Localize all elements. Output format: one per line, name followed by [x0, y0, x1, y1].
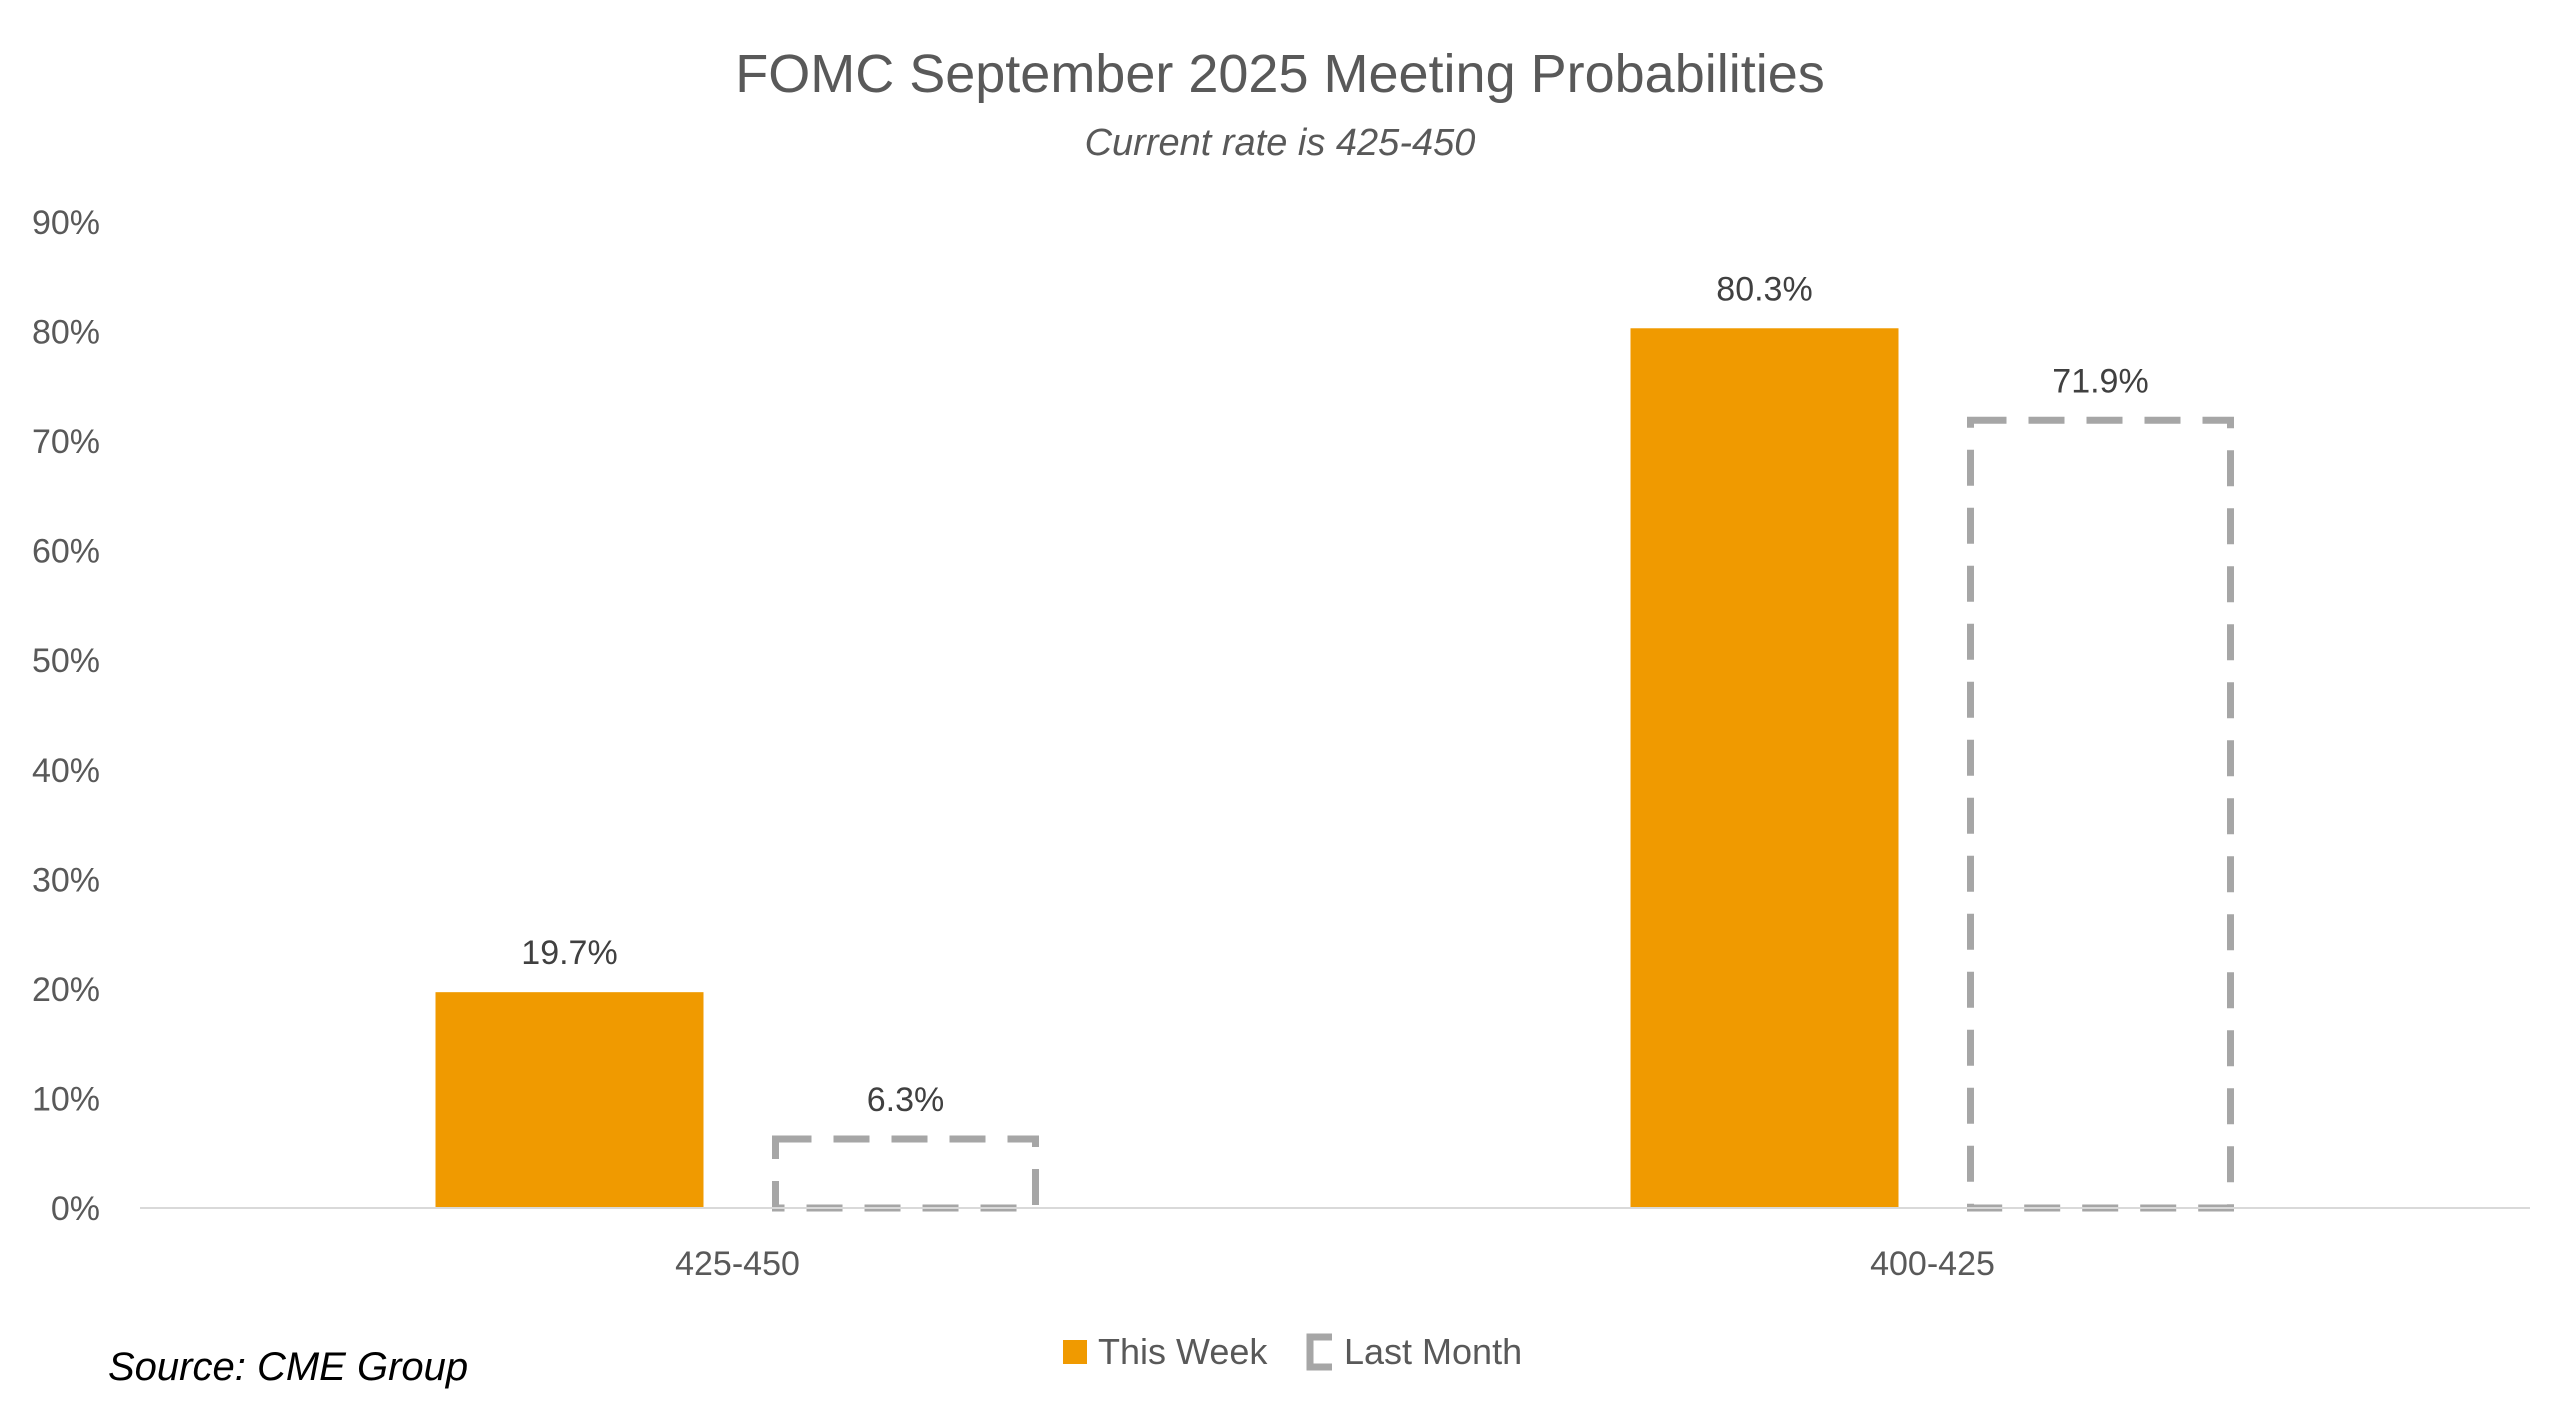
- data-label: 71.9%: [2052, 362, 2148, 400]
- legend-label-last-month: Last Month: [1344, 1331, 1522, 1372]
- bar-last-month-400-425: [1967, 416, 2234, 1212]
- x-tick-label: 425-450: [675, 1245, 800, 1283]
- y-tick-label: 0%: [51, 1190, 100, 1228]
- bar-last-month-425-450: [772, 1135, 1039, 1212]
- chart-title: FOMC September 2025 Meeting Probabilitie…: [735, 44, 1825, 104]
- legend-label-this-week: This Week: [1098, 1331, 1268, 1372]
- x-axis: 425-450 400-425: [675, 1245, 1995, 1283]
- data-label: 19.7%: [521, 934, 617, 972]
- y-tick-label: 50%: [32, 642, 100, 680]
- data-label: 6.3%: [867, 1081, 945, 1119]
- legend-swatch-this-week: [1063, 1340, 1087, 1364]
- y-tick-label: 30%: [32, 861, 100, 899]
- data-label: 80.3%: [1716, 270, 1812, 308]
- bar-this-week-400-425: [1630, 328, 1899, 1208]
- plot-area: [435, 328, 2234, 1212]
- source-note: Source: CME Group: [108, 1345, 468, 1389]
- legend-swatch-last-month: [1306, 1333, 1332, 1371]
- y-tick-label: 10%: [32, 1080, 100, 1118]
- y-tick-label: 60%: [32, 533, 100, 571]
- data-labels: 19.7% 6.3% 80.3% 71.9%: [521, 270, 2148, 1119]
- y-tick-label: 70%: [32, 423, 100, 461]
- y-tick-label: 40%: [32, 752, 100, 790]
- x-tick-label: 400-425: [1870, 1245, 1995, 1283]
- bar-this-week-425-450: [435, 992, 704, 1208]
- chart-subtitle: Current rate is 425-450: [1085, 122, 1476, 164]
- legend: This Week Last Month: [1063, 1331, 1522, 1372]
- y-axis: 0% 10% 20% 30% 40% 50% 60% 70% 80% 90%: [32, 204, 100, 1228]
- y-tick-label: 20%: [32, 971, 100, 1009]
- y-tick-label: 90%: [32, 204, 100, 242]
- y-tick-label: 80%: [32, 314, 100, 352]
